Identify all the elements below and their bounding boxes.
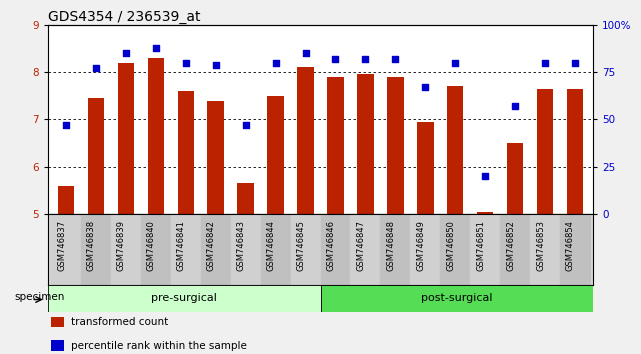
Point [271, 60, 281, 65]
Bar [470, 214, 500, 285]
Bar [410, 214, 440, 285]
Text: GSM746842: GSM746842 [206, 220, 216, 271]
Text: GSM746851: GSM746851 [476, 220, 485, 271]
Text: percentile rank within the sample: percentile rank within the sample [71, 341, 246, 350]
Bar [201, 214, 231, 285]
Text: GSM746844: GSM746844 [267, 220, 276, 271]
Bar [51, 214, 81, 285]
Text: GSM746843: GSM746843 [237, 220, 246, 271]
Text: GSM746845: GSM746845 [297, 220, 306, 271]
Point [240, 122, 251, 128]
Point [390, 56, 401, 62]
Bar [440, 214, 470, 285]
Text: specimen: specimen [14, 292, 65, 302]
Point [540, 60, 550, 65]
Bar [231, 214, 261, 285]
Bar [58, 186, 74, 214]
Bar [171, 214, 201, 285]
Text: GSM746854: GSM746854 [566, 220, 575, 271]
Point [330, 56, 340, 62]
Text: GSM746837: GSM746837 [57, 220, 66, 271]
Bar [267, 96, 284, 214]
Bar [51, 341, 64, 350]
Bar [500, 214, 530, 285]
Bar [567, 89, 583, 214]
Text: GSM746852: GSM746852 [506, 220, 515, 271]
Bar [141, 214, 171, 285]
Bar [118, 63, 134, 214]
Point [151, 45, 161, 50]
Bar [81, 214, 111, 285]
Bar [447, 86, 463, 214]
Point [510, 103, 520, 109]
Text: GSM746847: GSM746847 [356, 220, 365, 271]
Text: GSM746840: GSM746840 [147, 220, 156, 271]
Bar [320, 285, 593, 312]
Point [301, 50, 311, 56]
Point [211, 62, 221, 67]
Text: GSM746841: GSM746841 [177, 220, 186, 271]
Bar [48, 285, 320, 312]
Text: GSM746838: GSM746838 [87, 220, 96, 271]
Point [420, 85, 430, 90]
Bar [530, 214, 560, 285]
Bar [178, 91, 194, 214]
Bar [290, 214, 320, 285]
Point [450, 60, 460, 65]
Bar [88, 98, 104, 214]
Bar [387, 77, 404, 214]
Text: GSM746848: GSM746848 [387, 220, 395, 271]
Point [480, 173, 490, 179]
Text: transformed count: transformed count [71, 317, 168, 327]
Bar [147, 58, 164, 214]
Point [360, 56, 370, 62]
Bar [51, 317, 64, 327]
Point [121, 50, 131, 56]
Point [91, 65, 101, 71]
Bar [297, 67, 313, 214]
Bar [111, 214, 141, 285]
Text: post-surgical: post-surgical [421, 293, 492, 303]
Bar [261, 214, 290, 285]
Bar [417, 122, 433, 214]
Bar [208, 101, 224, 214]
Bar [351, 214, 380, 285]
Text: GSM746839: GSM746839 [117, 220, 126, 271]
Bar [357, 74, 374, 214]
Text: GDS4354 / 236539_at: GDS4354 / 236539_at [48, 10, 201, 24]
Bar [477, 212, 494, 214]
Bar [237, 183, 254, 214]
Text: GSM746846: GSM746846 [326, 220, 335, 271]
Bar [537, 89, 553, 214]
Bar [320, 214, 351, 285]
Text: GSM746850: GSM746850 [446, 220, 455, 271]
Text: GSM746849: GSM746849 [416, 220, 425, 271]
Bar [507, 143, 523, 214]
Bar [328, 77, 344, 214]
Point [61, 122, 71, 128]
Bar [380, 214, 410, 285]
Point [570, 60, 580, 65]
Text: pre-surgical: pre-surgical [151, 293, 217, 303]
Bar [560, 214, 590, 285]
Text: GSM746853: GSM746853 [536, 220, 545, 271]
Point [181, 60, 191, 65]
